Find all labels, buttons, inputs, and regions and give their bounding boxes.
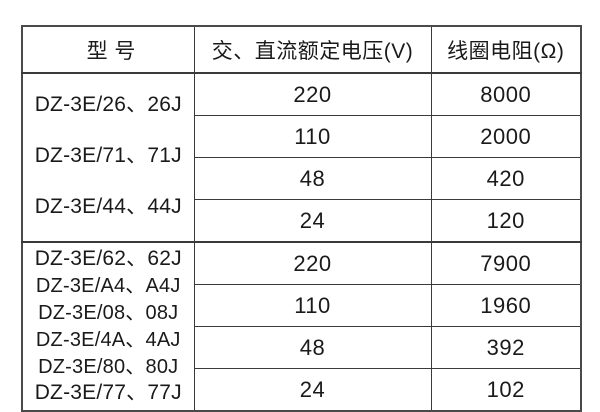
model-name: DZ-3E/62、62J [34, 247, 182, 270]
resistance-value: 420 [430, 157, 582, 200]
resistance-value: 120 [430, 199, 582, 243]
table-row: 48 420 [22, 157, 582, 200]
relay-spec-table: 型 号 交、直流额定电压(V) 线圈电阻(Ω) DZ-3E/26、26J DZ-… [21, 25, 582, 412]
model-name: DZ-3E/26、26J [34, 93, 182, 117]
model-name: DZ-3E/4A、4AJ [35, 328, 181, 351]
resistance-value: 7900 [430, 241, 582, 286]
voltage-value: 48 [193, 326, 432, 370]
table-row: 48 392 [22, 326, 582, 370]
voltage-value: 24 [193, 368, 432, 412]
voltage-value: 48 [193, 157, 432, 200]
resistance-value: 2000 [430, 115, 582, 158]
column-header-model: 型 号 [21, 25, 195, 74]
table-row: 110 1960 [22, 284, 582, 328]
voltage-value: 110 [193, 284, 432, 328]
resistance-value: 392 [430, 326, 582, 370]
model-list-group-a: DZ-3E/26、26J DZ-3E/71、71J DZ-3E/44、44J [23, 74, 194, 241]
table-row: DZ-3E/62、62J DZ-3E/A4、A4J DZ-3E/08、08J D… [21, 240, 582, 412]
resistance-value: 8000 [430, 72, 582, 116]
model-group-b-cell: DZ-3E/62、62J DZ-3E/A4、A4J DZ-3E/08、08J D… [21, 240, 195, 412]
model-name: DZ-3E/08、08J [38, 301, 179, 324]
resistance-value: 1960 [430, 284, 582, 328]
table-row: 110 2000 [22, 115, 582, 158]
table-row: 24 120 [22, 199, 582, 243]
model-name-pair: DZ-3E/4A、4AJ DZ-3E/80、80J [23, 327, 194, 381]
table-row: DZ-3E/26、26J DZ-3E/71、71J DZ-3E/44、44J 2… [21, 72, 582, 243]
model-name: DZ-3E/44、44J [34, 195, 182, 219]
voltage-value: 220 [193, 72, 432, 116]
model-name: DZ-3E/77、77J [34, 381, 182, 405]
column-header-voltage: 交、直流额定电压(V) [193, 25, 432, 74]
model-list-group-b: DZ-3E/62、62J DZ-3E/A4、A4J DZ-3E/08、08J D… [23, 243, 194, 410]
voltage-value: 24 [193, 199, 432, 243]
model-name: DZ-3E/80、80J [38, 355, 179, 378]
spec-table-container: 型 号 交、直流额定电压(V) 线圈电阻(Ω) DZ-3E/26、26J DZ-… [21, 25, 582, 412]
voltage-value: 220 [193, 241, 432, 286]
model-group-a-cell: DZ-3E/26、26J DZ-3E/71、71J DZ-3E/44、44J [21, 72, 195, 243]
voltage-value: 110 [193, 115, 432, 158]
table-header-row: 型 号 交、直流额定电压(V) 线圈电阻(Ω) [21, 25, 582, 74]
column-header-resistance: 线圈电阻(Ω) [430, 25, 582, 74]
resistance-value: 102 [430, 368, 582, 412]
model-name: DZ-3E/A4、A4J [35, 274, 181, 297]
model-name-pair: DZ-3E/A4、A4J DZ-3E/08、08J [23, 273, 194, 327]
model-name: DZ-3E/71、71J [34, 144, 182, 168]
